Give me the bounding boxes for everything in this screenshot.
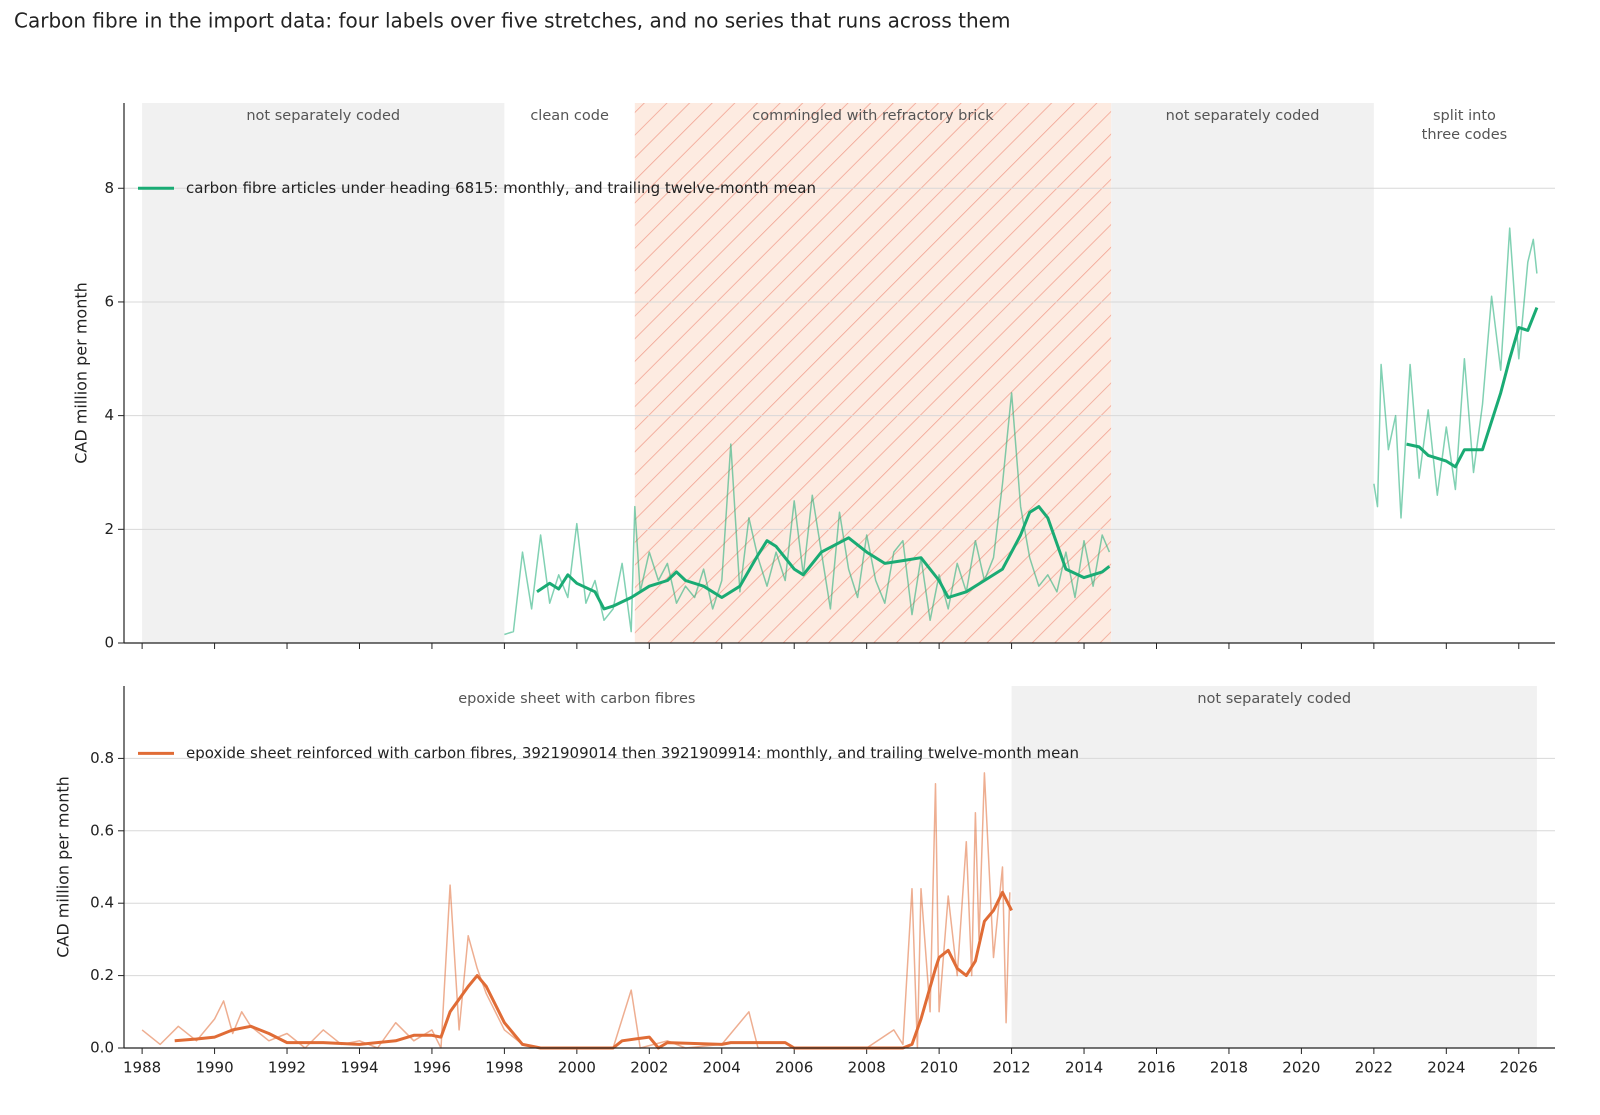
x-tick-label: 2024 — [1427, 1059, 1465, 1077]
x-tick-label: 1990 — [195, 1059, 233, 1077]
region-label: not separately coded — [1166, 108, 1320, 124]
y-axis-label: CAD million per month — [72, 282, 91, 464]
chart-title: Carbon fibre in the import data: four la… — [14, 9, 1010, 33]
y-tick-label: 2 — [104, 520, 114, 538]
x-tick-label: 2002 — [630, 1059, 668, 1077]
region-label: not separately coded — [1197, 691, 1351, 707]
x-tick-label: 2004 — [703, 1059, 741, 1077]
y-tick-label: 0.0 — [90, 1039, 114, 1057]
y-tick-label: 8 — [104, 179, 114, 197]
x-tick-label: 1994 — [340, 1059, 378, 1077]
region — [1011, 686, 1537, 1048]
x-tick-label: 1996 — [413, 1059, 451, 1077]
x-tick-label: 2018 — [1210, 1059, 1248, 1077]
x-tick-label: 2026 — [1500, 1059, 1538, 1077]
x-tick-label: 2012 — [992, 1059, 1030, 1077]
y-tick-label: 0 — [104, 634, 114, 652]
x-tick-label: 2010 — [920, 1059, 958, 1077]
region-label: epoxide sheet with carbon fibres — [458, 691, 695, 707]
region — [634, 103, 1112, 643]
mean-line — [174, 890, 1013, 1050]
x-tick-label: 1998 — [485, 1059, 523, 1077]
region — [142, 103, 505, 643]
region — [1111, 103, 1374, 643]
mean-line — [536, 307, 1539, 611]
y-tick-label: 0.2 — [90, 966, 114, 984]
x-tick-label: 2014 — [1065, 1059, 1103, 1077]
x-tick-label: 1992 — [268, 1059, 306, 1077]
x-tick-label: 2000 — [558, 1059, 596, 1077]
region-label: commingled with refractory brick — [752, 108, 994, 124]
region-label: clean code — [530, 108, 609, 124]
legend-label: epoxide sheet reinforced with carbon fib… — [186, 744, 1079, 762]
x-tick-label: 2022 — [1355, 1059, 1393, 1077]
region-label: split into three codes — [1422, 108, 1508, 143]
x-tick-label: 2020 — [1282, 1059, 1320, 1077]
region-label: not separately coded — [246, 108, 400, 124]
x-tick-label: 2016 — [1137, 1059, 1175, 1077]
x-tick-label: 2006 — [775, 1059, 813, 1077]
x-tick-label: 2008 — [848, 1059, 886, 1077]
y-tick-label: 0.6 — [90, 821, 114, 839]
y-tick-label: 6 — [104, 292, 114, 310]
y-axis-label: CAD million per month — [54, 776, 73, 958]
y-tick-label: 4 — [104, 406, 114, 424]
monthly-line — [141, 772, 1011, 1049]
legend-label: carbon fibre articles under heading 6815… — [186, 179, 816, 197]
y-tick-label: 0.8 — [90, 749, 114, 767]
y-tick-label: 0.4 — [90, 894, 114, 912]
x-tick-label: 1988 — [123, 1059, 161, 1077]
